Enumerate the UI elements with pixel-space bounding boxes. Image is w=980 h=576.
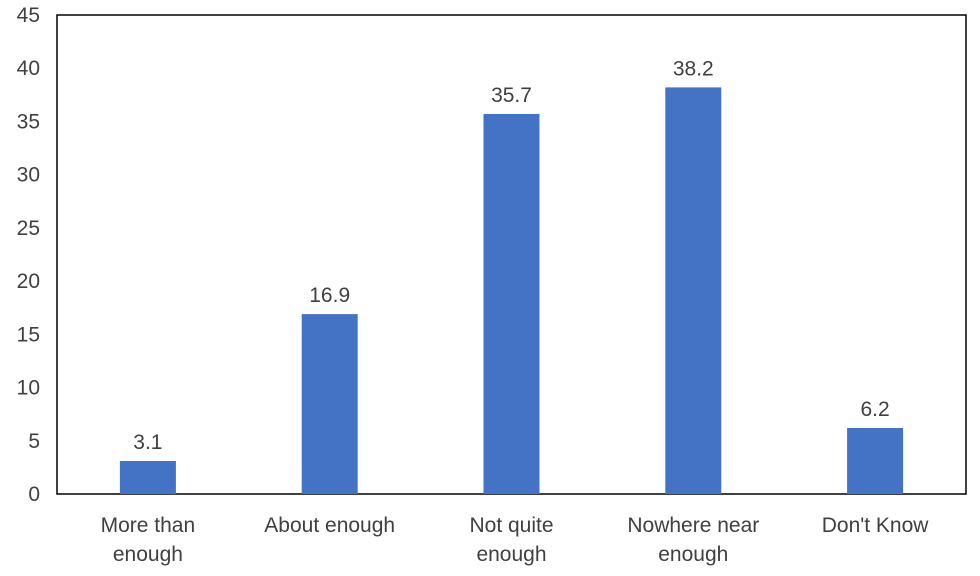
data-label: 35.7 (491, 84, 532, 107)
bar (665, 87, 722, 494)
category-label: About enough (264, 514, 395, 537)
category-label: Nowhere near (627, 514, 759, 537)
data-labels: 3.1 16.9 35.7 38.2 6.2 (133, 57, 889, 454)
data-label: 16.9 (309, 284, 350, 307)
y-tick-label: 45 (17, 4, 40, 27)
y-tick-label: 20 (17, 270, 40, 293)
category-label: More than (101, 514, 196, 537)
y-tick-label: 10 (17, 377, 40, 400)
y-tick-label: 30 (17, 164, 40, 187)
data-label: 38.2 (673, 57, 714, 80)
y-tick-label: 5 (28, 430, 40, 453)
data-label: 3.1 (133, 431, 162, 454)
category-labels: More than enough About enough Not quite enou… (101, 514, 930, 566)
data-label: 6.2 (860, 398, 889, 421)
bars (119, 87, 904, 494)
y-tick-label: 15 (17, 323, 40, 346)
y-axis-ticks: 0 5 10 15 20 25 30 35 40 45 (17, 4, 40, 506)
y-tick-label: 40 (17, 57, 40, 80)
bar (119, 461, 176, 494)
bar (847, 428, 904, 494)
category-label: enough (113, 543, 183, 566)
category-label: Not quite (469, 514, 553, 537)
y-tick-label: 0 (28, 483, 40, 506)
category-label: enough (658, 543, 728, 566)
category-label: enough (476, 543, 546, 566)
bar (483, 113, 540, 494)
y-tick-label: 25 (17, 217, 40, 240)
category-label: Don't Know (822, 514, 930, 537)
bar (301, 314, 358, 494)
y-tick-label: 35 (17, 110, 40, 133)
